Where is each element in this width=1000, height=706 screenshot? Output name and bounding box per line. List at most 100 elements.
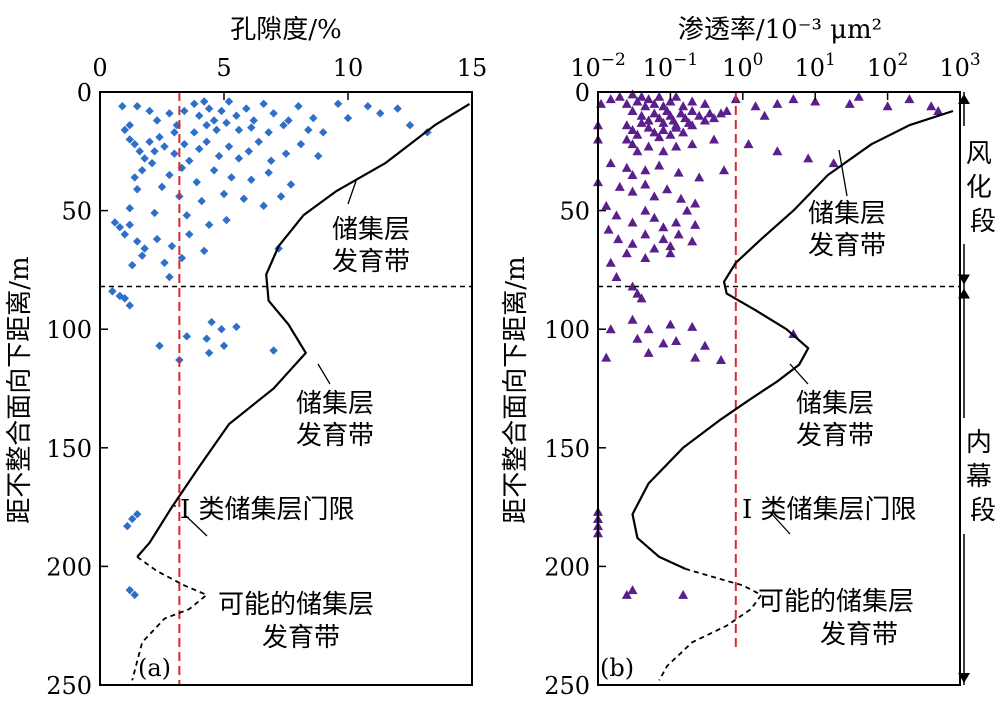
- x-tick-label: 0: [92, 54, 107, 82]
- porosity-point: [125, 585, 134, 595]
- permeability-point: [632, 333, 643, 343]
- permeability-point: [721, 105, 732, 115]
- x-tick-label: 10−1: [643, 50, 699, 82]
- permeability-point: [772, 146, 783, 156]
- permeability-point: [654, 160, 665, 170]
- panel-a-x-axis-title: 孔隙度/%: [230, 15, 341, 45]
- x-tick-base: 10: [795, 54, 826, 82]
- permeability-point: [627, 89, 638, 99]
- reservoir-curve: [136, 102, 471, 558]
- porosity-point: [202, 121, 211, 130]
- permeability-point: [649, 108, 660, 118]
- permeability-point: [621, 162, 632, 172]
- x-tick-base: 10: [867, 54, 898, 82]
- panel-a-threshold-label: I 类储集层门限: [180, 495, 355, 525]
- permeability-point: [853, 91, 864, 101]
- permeability-point: [643, 115, 654, 125]
- permeability-point: [671, 141, 682, 151]
- porosity-point: [130, 173, 139, 182]
- permeability-point: [627, 186, 638, 196]
- panel-a-annotation-middle-line2: 发育带: [296, 421, 374, 451]
- permeability-point: [658, 146, 669, 156]
- permeability-point: [658, 124, 669, 134]
- panel-a-annotation-lower-line1: 可能的储集层: [218, 590, 374, 620]
- permeability-point: [699, 340, 710, 350]
- permeability-point: [810, 96, 821, 106]
- panel-a-y-ticks: 0 50 100 150 200 250: [46, 79, 108, 700]
- permeability-point: [699, 98, 710, 108]
- permeability-point: [640, 205, 651, 215]
- permeability-point: [926, 101, 937, 111]
- permeability-point: [750, 101, 761, 111]
- permeability-point: [654, 132, 665, 142]
- permeability-point: [687, 96, 698, 106]
- permeability-point: [640, 101, 651, 111]
- permeability-point: [621, 134, 632, 144]
- porosity-point: [120, 125, 129, 135]
- porosity-point: [125, 220, 134, 230]
- porosity-point: [343, 113, 353, 123]
- permeability-point: [658, 222, 669, 232]
- panel-b-annotation-lower-line1: 可能的储集层: [758, 587, 914, 617]
- permeability-point: [649, 98, 660, 108]
- porosity-point: [286, 180, 296, 189]
- porosity-point: [185, 230, 194, 239]
- permeability-point: [671, 122, 682, 132]
- panel-a-annotation-upper-line1: 储集层: [332, 215, 410, 245]
- permeability-point: [704, 108, 715, 118]
- porosity-point: [199, 97, 209, 106]
- panel-b-leader-lower: [769, 511, 791, 535]
- panel-b-x-ticks: 10−2 10−1 100 101 102 103: [570, 50, 981, 100]
- range-inner-char1: 内: [966, 428, 992, 458]
- x-tick-label: 10: [333, 54, 364, 82]
- panel-b-annotation-upper-line1: 储集层: [808, 199, 886, 229]
- panel-a-label: (a): [138, 654, 171, 682]
- permeability-point: [621, 248, 632, 258]
- permeability-point: [665, 319, 676, 329]
- permeability-point: [643, 347, 654, 357]
- permeability-point: [632, 96, 643, 106]
- panel-a-annotation-lower: 可能的储集层 发育带: [218, 590, 382, 653]
- permeability-point: [603, 224, 614, 234]
- porosity-point: [224, 142, 234, 151]
- porosity-point: [259, 99, 268, 109]
- porosity-point: [133, 237, 142, 246]
- porosity-point: [204, 348, 214, 358]
- permeability-point: [649, 127, 660, 137]
- permeability-point: [627, 217, 638, 227]
- permeability-point: [621, 98, 632, 108]
- y-tick-label: 200: [544, 553, 590, 581]
- permeability-point: [675, 108, 686, 118]
- permeability-point: [621, 589, 632, 599]
- porosity-point: [182, 211, 191, 220]
- permeability-point: [611, 272, 622, 282]
- porosity-point: [110, 218, 120, 227]
- permeability-point: [601, 352, 612, 362]
- permeability-point: [671, 217, 682, 227]
- porosity-point: [296, 139, 306, 149]
- permeability-point: [627, 281, 638, 291]
- porosity-point: [319, 128, 328, 137]
- porosity-point: [393, 104, 402, 113]
- porosity-point: [264, 128, 273, 137]
- porosity-point: [190, 99, 199, 109]
- permeability-point: [654, 91, 665, 101]
- porosity-point: [199, 246, 209, 256]
- x-tick-exponent: 2: [897, 50, 908, 70]
- porosity-point: [202, 334, 211, 343]
- porosity-point: [279, 121, 288, 130]
- range-inner-arrow-up: [958, 288, 970, 299]
- porosity-point: [180, 139, 189, 149]
- permeability-point: [904, 94, 915, 104]
- porosity-point: [333, 99, 343, 109]
- permeability-point: [687, 139, 698, 149]
- permeability-point: [933, 105, 944, 115]
- panel-b-annotation-upper: 储集层 发育带: [808, 199, 894, 261]
- permeability-point: [687, 120, 698, 130]
- porosity-point: [276, 192, 286, 201]
- porosity-point: [284, 116, 293, 125]
- porosity-point: [204, 220, 214, 230]
- panel-b-depth-ranges: [958, 92, 970, 685]
- panel-a-leader-upper: [347, 180, 357, 205]
- porosity-point: [259, 201, 268, 211]
